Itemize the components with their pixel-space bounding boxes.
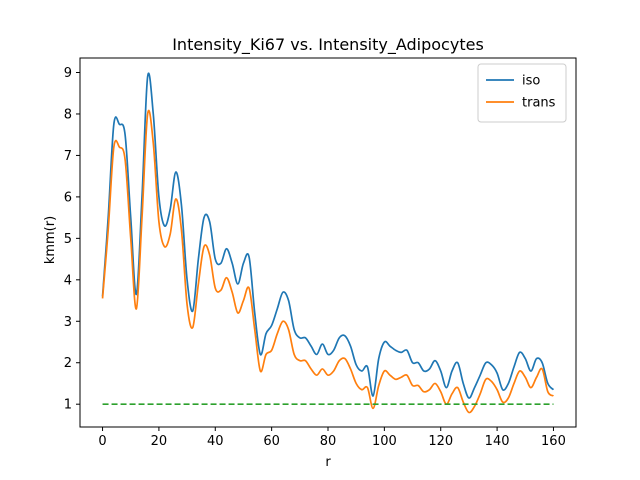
series-line-trans — [101, 109, 554, 414]
y-axis-label: kmm(r) — [43, 216, 58, 264]
legend-label-iso: iso — [522, 74, 540, 89]
series-layer — [101, 72, 555, 414]
series-line-iso — [101, 72, 555, 399]
y-tick-label: 7 — [64, 149, 72, 164]
legend-box — [477, 63, 567, 123]
x-tick-label: 160 — [541, 434, 566, 449]
x-tick-label: 100 — [372, 434, 397, 449]
x-tick-label: 80 — [320, 434, 337, 449]
x-tick-label: 40 — [207, 434, 224, 449]
x-tick-label: 140 — [485, 434, 510, 449]
y-tick-label: 4 — [64, 273, 72, 288]
y-tick-label: 5 — [64, 232, 72, 247]
y-tick-label: 3 — [64, 315, 72, 330]
y-tick-label: 6 — [64, 190, 72, 205]
x-tick-label: 60 — [263, 434, 280, 449]
legend-label-trans: trans — [522, 96, 556, 111]
x-tick-label: 0 — [98, 434, 106, 449]
x-axis-label: r — [325, 455, 331, 470]
y-tick-label: 2 — [64, 356, 72, 371]
y-tick-label: 8 — [64, 107, 72, 122]
x-tick-label: 20 — [151, 434, 168, 449]
y-tick-label: 9 — [64, 66, 72, 81]
chart-title: Intensity_Ki67 vs. Intensity_Adipocytes — [172, 35, 484, 55]
axes-layer: 0 20 40 60 80 100 120 140 160 1 2 3 4 5 6 7 8 9 — [64, 57, 577, 449]
y-tick-label: 1 — [64, 398, 72, 413]
legend: iso trans — [477, 63, 567, 123]
x-tick-label: 120 — [428, 434, 453, 449]
